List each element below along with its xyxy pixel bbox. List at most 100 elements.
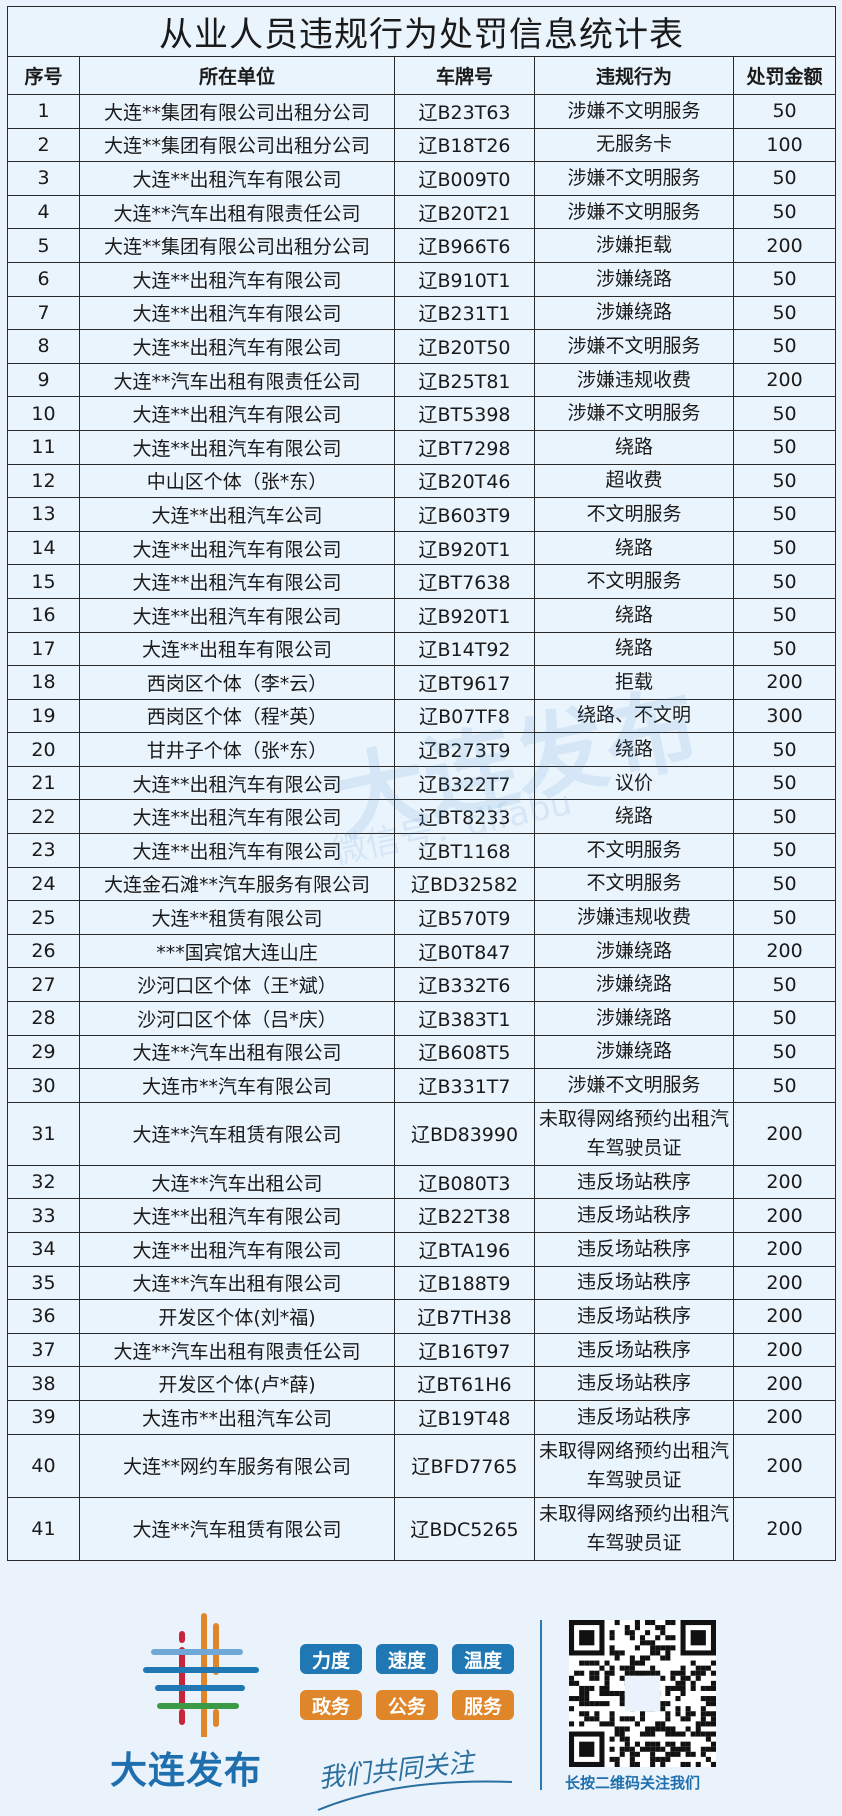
- table-row: 6 大连**出租汽车有限公司 辽B910T1 涉嫌绕路 50: [7, 261, 837, 297]
- cell-unit: 大连**汽车出租有限责任公司: [79, 362, 395, 398]
- cell-index: 34: [7, 1232, 80, 1267]
- cell-unit: 大连**汽车出租公司: [79, 1164, 395, 1200]
- cell-plate: 辽B608T5: [394, 1034, 535, 1070]
- cell-unit: 大连**出租汽车有限公司: [79, 161, 395, 196]
- cell-index: 25: [7, 900, 80, 935]
- cell-index: 8: [7, 329, 80, 364]
- cell-index: 41: [7, 1496, 80, 1561]
- cell-plate: 辽BTA196: [394, 1232, 535, 1267]
- cell-index: 13: [7, 497, 80, 532]
- cell-unit: 大连**出租汽车有限公司: [79, 1198, 395, 1233]
- cell-index: 31: [7, 1101, 80, 1166]
- cell-violation: 绕路、不文明: [534, 698, 734, 734]
- cell-plate: 辽B910T1: [394, 261, 535, 297]
- cell-index: 32: [7, 1164, 80, 1200]
- cell-plate: 辽BFD7765: [394, 1433, 535, 1498]
- cell-violation: 违反场站秩序: [534, 1399, 734, 1435]
- cell-violation: 违反场站秩序: [534, 1332, 734, 1368]
- cell-plate: 辽B080T3: [394, 1164, 535, 1200]
- cell-plate: 辽BDC5265: [394, 1496, 535, 1561]
- cell-unit: 大连**出租汽车有限公司: [79, 1232, 395, 1267]
- cell-index: 12: [7, 463, 80, 499]
- cell-plate: 辽B322T7: [394, 765, 535, 801]
- cell-plate: 辽B7TH38: [394, 1299, 535, 1334]
- cell-plate: 辽BT5398: [394, 396, 535, 431]
- cell-unit: 大连市**出租汽车公司: [79, 1399, 395, 1435]
- cell-violation: 超收费: [534, 463, 734, 499]
- cell-fine: 50: [732, 564, 837, 599]
- table-row: 31 大连**汽车租赁有限公司 辽BD83990 未取得网络预约出租汽车驾驶员证 200: [7, 1101, 837, 1166]
- cell-index: 19: [7, 698, 80, 734]
- cell-unit: 大连**汽车租赁有限公司: [79, 1496, 395, 1561]
- cell-unit: 大连**出租汽车有限公司: [79, 833, 395, 868]
- cell-unit: 大连**出租汽车公司: [79, 497, 395, 532]
- cell-fine: 200: [732, 1265, 837, 1301]
- cell-fine: 200: [732, 665, 837, 700]
- cell-plate: 辽BT7638: [394, 564, 535, 599]
- table-row: 17 大连**出租车有限公司 辽B14T92 绕路 50: [7, 631, 837, 667]
- cell-violation: 涉嫌不文明服务: [534, 161, 734, 196]
- cell-fine: 50: [732, 631, 837, 667]
- cell-unit: 大连**汽车出租有限公司: [79, 1265, 395, 1301]
- cell-unit: 大连**出租汽车有限公司: [79, 765, 395, 801]
- cell-index: 3: [7, 161, 80, 196]
- table-row: 22 大连**出租汽车有限公司 辽BT8233 绕路 50: [7, 799, 837, 835]
- cell-fine: 50: [732, 765, 837, 801]
- cell-index: 38: [7, 1366, 80, 1401]
- cell-unit: 甘井子个体（张*东）: [79, 732, 395, 767]
- cell-fine: 200: [732, 1232, 837, 1267]
- table-row: 4 大连**汽车出租有限责任公司 辽B20T21 涉嫌不文明服务 50: [7, 194, 837, 230]
- cell-unit: 西岗区个体（李*云）: [79, 665, 395, 700]
- cell-plate: 辽B0T847: [394, 933, 535, 969]
- cell-unit: 大连**出租汽车有限公司: [79, 564, 395, 599]
- cell-fine: 200: [732, 1198, 837, 1233]
- cell-index: 9: [7, 362, 80, 398]
- footer-banner: 大连发布 力度 速度 温度 政务 公务 服务 我们共同关注 长按二维码关注我们: [0, 1562, 842, 1816]
- cell-unit: 大连**汽车出租有限责任公司: [79, 1332, 395, 1368]
- cell-index: 37: [7, 1332, 80, 1368]
- cell-violation: 未取得网络预约出租汽车驾驶员证: [534, 1101, 734, 1166]
- cell-fine: 50: [732, 732, 837, 767]
- cell-fine: 50: [732, 530, 837, 566]
- badge: 政务: [300, 1690, 362, 1720]
- cell-unit: 沙河口区个体（吕*庆）: [79, 1001, 395, 1036]
- cell-index: 28: [7, 1001, 80, 1036]
- slogan-badges: 力度 速度 温度 政务 公务 服务: [300, 1644, 514, 1720]
- cell-fine: 50: [732, 94, 837, 129]
- table-row: 38 开发区个体(卢*薛) 辽BT61H6 违反场站秩序 200: [7, 1366, 837, 1401]
- cell-violation: 违反场站秩序: [534, 1164, 734, 1200]
- cell-index: 17: [7, 631, 80, 667]
- table-row: 20 甘井子个体（张*东） 辽B273T9 绕路 50: [7, 732, 837, 767]
- table-row: 39 大连市**出租汽车公司 辽B19T48 违反场站秩序 200: [7, 1399, 837, 1435]
- cell-index: 1: [7, 94, 80, 129]
- table-row: 34 大连**出租汽车有限公司 辽BTA196 违反场站秩序 200: [7, 1232, 837, 1267]
- cell-unit: 大连**网约车服务有限公司: [79, 1433, 395, 1498]
- cell-unit: 西岗区个体（程*英）: [79, 698, 395, 734]
- table-row: 5 大连**集团有限公司出租分公司 辽B966T6 涉嫌拒载 200: [7, 228, 837, 263]
- cell-unit: 大连**租赁有限公司: [79, 900, 395, 935]
- cell-index: 11: [7, 429, 80, 465]
- cell-violation: 涉嫌绕路: [534, 933, 734, 969]
- cell-plate: 辽B22T38: [394, 1198, 535, 1233]
- table-row: 8 大连**出租汽车有限公司 辽B20T50 涉嫌不文明服务 50: [7, 329, 837, 364]
- cell-index: 16: [7, 597, 80, 633]
- cell-plate: 辽BT1168: [394, 833, 535, 868]
- cell-fine: 200: [732, 1101, 837, 1166]
- table-row: 27 沙河口区个体（王*斌） 辽B332T6 涉嫌绕路 50: [7, 967, 837, 1003]
- cell-violation: 不文明服务: [534, 833, 734, 868]
- cell-unit: ***国宾馆大连山庄: [79, 933, 395, 969]
- cell-violation: 未取得网络预约出租汽车驾驶员证: [534, 1433, 734, 1498]
- cell-unit: 大连**出租汽车有限公司: [79, 261, 395, 297]
- cell-unit: 大连**汽车租赁有限公司: [79, 1101, 395, 1166]
- cell-index: 7: [7, 295, 80, 331]
- cell-plate: 辽BT61H6: [394, 1366, 535, 1401]
- cell-plate: 辽BT7298: [394, 429, 535, 465]
- cell-unit: 开发区个体(卢*薛): [79, 1366, 395, 1401]
- cell-plate: 辽B331T7: [394, 1068, 535, 1103]
- table-row: 21 大连**出租汽车有限公司 辽B322T7 议价 50: [7, 765, 837, 801]
- cell-plate: 辽B570T9: [394, 900, 535, 935]
- cell-index: 20: [7, 732, 80, 767]
- qr-code[interactable]: [569, 1620, 716, 1767]
- cell-index: 23: [7, 833, 80, 868]
- cell-unit: 沙河口区个体（王*斌）: [79, 967, 395, 1003]
